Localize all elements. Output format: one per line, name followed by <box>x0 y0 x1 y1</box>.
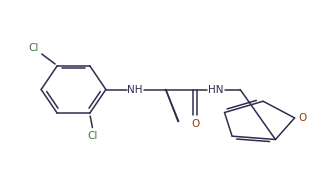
Text: NH: NH <box>127 84 143 95</box>
Text: Cl: Cl <box>29 43 39 53</box>
Text: O: O <box>299 113 307 123</box>
Text: Cl: Cl <box>88 130 98 141</box>
Text: O: O <box>191 119 199 129</box>
Text: HN: HN <box>208 84 224 95</box>
